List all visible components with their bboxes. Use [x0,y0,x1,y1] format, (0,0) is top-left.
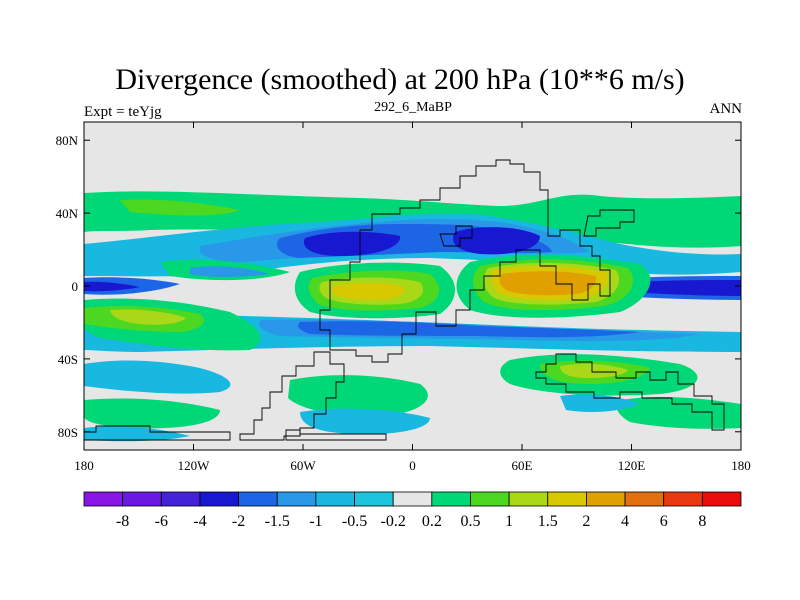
colorbar-swatch [354,491,394,507]
colorbar-label: 2 [582,513,590,530]
south-atlantic-negative [84,360,231,394]
antarctic-negative-central [300,408,430,435]
lat-tick-label: 80N [56,133,79,148]
colorbar-label: 6 [660,513,668,530]
colorbar-label: -8 [116,513,129,530]
south-mid-positive-east [560,363,628,378]
coastline-australia [535,353,725,431]
colorbar-swatch [701,491,742,507]
lon-tick-label: 180 [74,458,94,473]
lon-tick-label: 120E [618,458,646,473]
colorbar-label: 1.5 [538,513,558,530]
colorbar-swatch [199,491,239,507]
antarctic-negative-east [560,394,640,412]
colorbar: -8 -6 -4 -2 -1.5 -1 -0.5 -0.2 0.2 0.5 1 1.5 2 4 6 8 [83,491,742,530]
west-negative-loop [190,266,270,277]
lon-tick-label: 120W [178,458,211,473]
north-strong-negative-west [303,231,401,256]
lat-tick-label: 80S [58,425,78,440]
colorbar-swatch [663,491,703,507]
colorbar-label: 0.5 [460,513,480,530]
colorbar-swatch [392,491,433,507]
colorbar-label: 1 [505,513,513,530]
coastline-mediterranean [439,225,473,247]
colorbar-label: 0.2 [422,513,442,530]
south-mid-positive-west [110,309,186,325]
north-weak-positive [120,199,240,216]
colorbar-swatch [508,491,549,507]
antarctic-positive-west [84,398,220,429]
antarctic-negative-west [84,426,190,442]
colorbar-label: -2 [232,513,245,530]
colorbar-swatch [238,491,278,507]
equatorial-east-strong [620,280,741,296]
lon-tick-label: 60E [512,458,533,473]
colorbar-swatch [547,491,587,507]
colorbar-swatch [83,491,124,507]
lon-tick-label: 180 [731,458,751,473]
coastline-eurasia-africa [319,159,611,363]
colorbar-swatch [276,491,317,507]
colorbar-label: -4 [193,513,206,530]
colorbar-swatch [122,491,162,507]
north-strong-negative-east [452,227,540,255]
colorbar-swatch [470,491,510,507]
lat-tick-label: 40N [56,206,79,221]
colorbar-swatch [315,491,355,507]
colorbar-swatch [624,491,665,507]
season-label: ANN [709,101,743,117]
south-mid-negative [298,321,640,338]
lat-tick-label: 40S [58,352,78,367]
colorbar-label: -6 [155,513,168,530]
lon-tick-label: 60W [290,458,316,473]
equatorial-west-strong [84,281,140,292]
antarctic-positive-east [616,397,741,429]
colorbar-label: -0.2 [381,513,406,530]
coastline-north-asia [583,209,635,237]
coastline-antarctic-peninsula [285,429,387,441]
colorbar-swatch [431,491,471,507]
colorbar-label: 8 [698,513,706,530]
coastline-antarctica [84,425,231,441]
colorbar-label: -1.5 [265,513,290,530]
lon-tick-label: 0 [409,458,416,473]
colorbar-label: -0.5 [342,513,367,530]
lon-axis: 180 120W 60W 0 60E 120E 180 [74,122,751,473]
case-label: 292_6_MaBP [374,100,452,115]
lat-axis: 80N 40N 0 40S 80S [56,133,741,440]
colorbar-label: 4 [621,513,629,530]
antarctic-positive-central [288,375,428,417]
lat-tick-label: 0 [72,279,79,294]
experiment-label: Expt = teYjg [84,104,162,120]
africa-strong-positive [332,283,405,300]
indian-peak-positive [499,271,597,296]
divergence-field [84,122,741,450]
coastlines [84,159,725,441]
map-title: Divergence (smoothed) at 200 hPa (10**6 … [115,63,685,96]
colorbar-swatch [586,491,626,507]
colorbar-label: -1 [309,513,322,530]
colorbar-swatch [160,491,201,507]
